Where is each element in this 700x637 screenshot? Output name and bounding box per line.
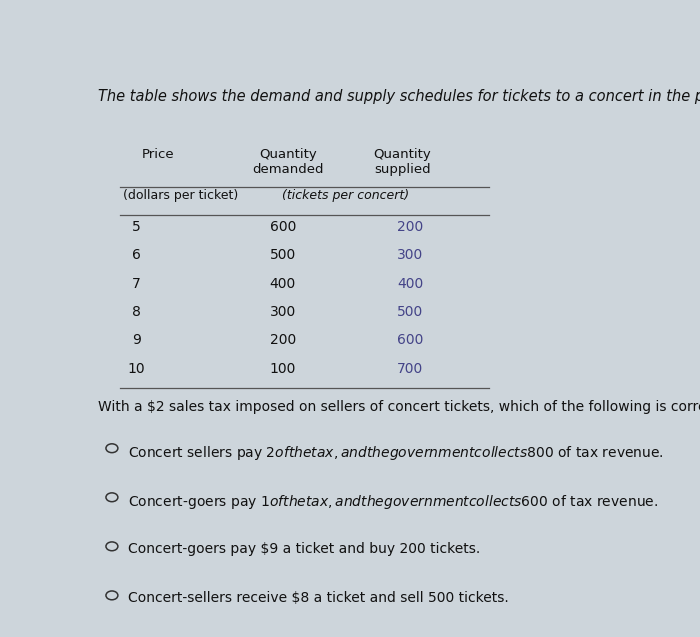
Text: 6: 6	[132, 248, 141, 262]
Text: 5: 5	[132, 220, 141, 234]
Text: 9: 9	[132, 333, 141, 347]
Text: Concert-sellers receive $8 a ticket and sell 500 tickets.: Concert-sellers receive $8 a ticket and …	[128, 592, 509, 605]
Text: Concert sellers pay $2 of the tax, and the government collects $800 of tax reven: Concert sellers pay $2 of the tax, and t…	[128, 445, 664, 462]
Text: (dollars per ticket): (dollars per ticket)	[122, 189, 238, 203]
Text: Price: Price	[141, 148, 174, 161]
Text: 200: 200	[270, 333, 296, 347]
Text: (tickets per concert): (tickets per concert)	[281, 189, 409, 203]
Text: 300: 300	[397, 248, 424, 262]
Text: With a $2 sales tax imposed on sellers of concert tickets, which of the followin: With a $2 sales tax imposed on sellers o…	[98, 400, 700, 414]
Text: 100: 100	[270, 362, 296, 376]
Text: 600: 600	[397, 333, 424, 347]
Text: 7: 7	[132, 276, 141, 290]
Text: 300: 300	[270, 305, 296, 319]
Text: Concert-goers pay $1 of the tax, and the government collects $600 of tax revenue: Concert-goers pay $1 of the tax, and the…	[128, 494, 659, 512]
Text: 500: 500	[397, 305, 424, 319]
Text: 500: 500	[270, 248, 296, 262]
Text: 400: 400	[270, 276, 296, 290]
Text: 700: 700	[397, 362, 424, 376]
Text: Concert-goers pay $9 a ticket and buy 200 tickets.: Concert-goers pay $9 a ticket and buy 20…	[128, 543, 480, 556]
Text: Quantity
supplied: Quantity supplied	[373, 148, 431, 176]
Text: 10: 10	[127, 362, 145, 376]
Text: 200: 200	[397, 220, 424, 234]
Text: The table shows the demand and supply schedules for tickets to a concert in the : The table shows the demand and supply sc…	[98, 89, 700, 104]
Text: 8: 8	[132, 305, 141, 319]
Text: 600: 600	[270, 220, 296, 234]
Text: Quantity
demanded: Quantity demanded	[253, 148, 324, 176]
Text: 400: 400	[397, 276, 424, 290]
